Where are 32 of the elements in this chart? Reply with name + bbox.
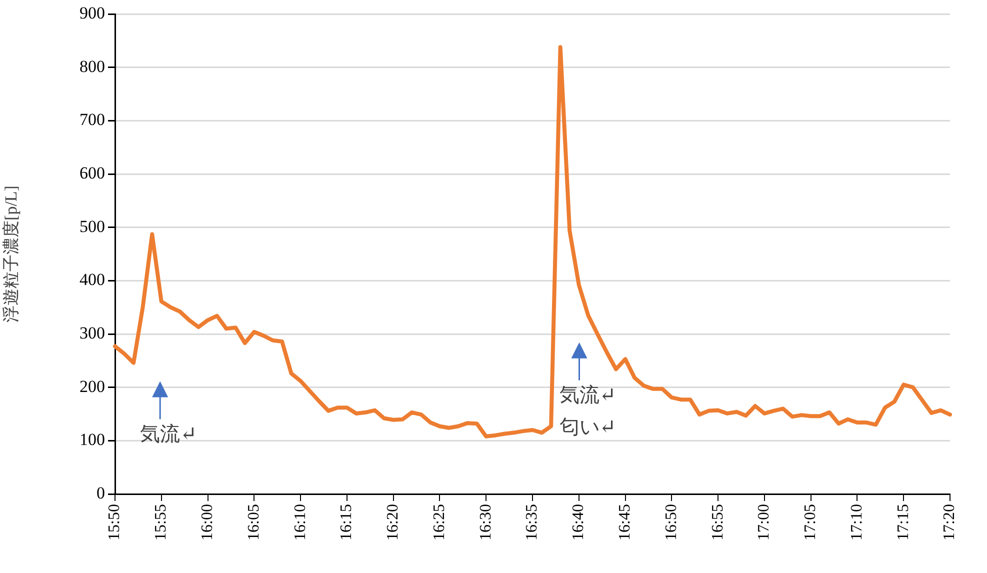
y-tick-label: 300 — [80, 323, 105, 342]
x-tick-label: 16:35 — [524, 504, 541, 540]
x-tick-label: 16:25 — [430, 504, 448, 540]
x-tick-label: 16:45 — [616, 504, 634, 540]
y-tick-label: 200 — [80, 376, 105, 396]
x-tick-label: 16:55 — [709, 504, 726, 540]
x-tick-label: 16:40 — [570, 504, 588, 540]
x-tick-label: 16:05 — [245, 504, 262, 540]
y-tick-label: 700 — [80, 110, 105, 130]
x-tick-label: 16:30 — [477, 504, 494, 540]
y-tick-label: 500 — [80, 216, 105, 236]
y-tick-label: 900 — [80, 3, 105, 22]
y-axis-title: 浮遊粒子濃度[p/L] — [2, 186, 21, 322]
x-tick-label: 16:10 — [292, 504, 309, 540]
y-tick-label: 400 — [80, 270, 105, 290]
x-tick-label: 17:15 — [894, 504, 912, 540]
x-tick-label: 16:20 — [384, 504, 402, 540]
annotation: 気流↵ — [140, 423, 197, 446]
y-tick-label: 0 — [96, 483, 105, 502]
x-tick-label: 15:55 — [152, 504, 170, 540]
x-tick-label: 17:10 — [848, 504, 866, 540]
y-tick-label: 600 — [80, 163, 105, 182]
x-tick-label: 17:20 — [941, 504, 958, 540]
x-tick-label: 16:15 — [338, 504, 356, 540]
y-tick-label: 100 — [80, 430, 105, 450]
y-tick-label: 800 — [80, 56, 105, 76]
x-tick-label: 17:05 — [802, 504, 820, 540]
x-tick-label: 16:50 — [662, 504, 680, 540]
x-tick-label: 17:00 — [756, 504, 773, 540]
x-tick-label: 16:00 — [198, 504, 216, 540]
annotation: 気流↵ 匂い↵ — [559, 384, 616, 439]
x-tick-label: 15:50 — [106, 504, 124, 540]
